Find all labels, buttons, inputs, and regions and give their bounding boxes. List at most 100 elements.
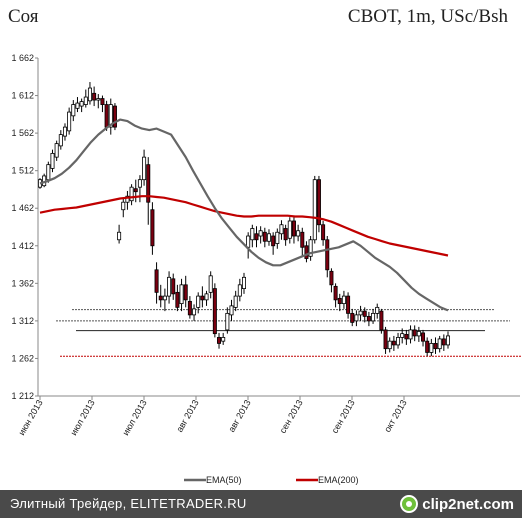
candle (283, 224, 288, 246)
candle (258, 226, 263, 244)
y-tick-label: 1 612 (11, 91, 34, 101)
candle (350, 308, 355, 327)
candle (379, 308, 384, 334)
candle-body (316, 179, 321, 226)
candle (183, 275, 188, 308)
candle-body (346, 295, 351, 314)
candle-body (162, 295, 167, 301)
candle-body (400, 333, 405, 338)
candle-body (71, 104, 76, 117)
candle-body (445, 335, 450, 346)
clip2net-logo[interactable]: clip2net.com (400, 493, 514, 515)
chart-axes (37, 58, 520, 397)
x-tick-label: авг 2013 (174, 398, 200, 434)
candle-body (283, 228, 288, 241)
candle-body (50, 152, 55, 169)
ema200-line (39, 195, 449, 257)
candle (333, 283, 338, 308)
candle (137, 175, 142, 203)
candle (308, 236, 313, 261)
candle (445, 331, 450, 349)
candle-body (312, 179, 317, 241)
candle (54, 140, 59, 161)
candle-body (333, 285, 338, 301)
candle-body (391, 340, 396, 346)
candle (433, 337, 438, 354)
candle-body (150, 209, 155, 247)
candle (321, 220, 326, 246)
candle-body (133, 188, 138, 193)
candle-body (117, 231, 122, 241)
candle-body (237, 284, 242, 297)
candle (42, 173, 47, 188)
candle (150, 202, 155, 255)
candle-body (96, 98, 101, 101)
candle-body (300, 231, 305, 248)
candle (396, 332, 401, 349)
candle-body (425, 340, 430, 353)
candle (142, 149, 147, 186)
candle (200, 286, 205, 308)
candle (71, 100, 76, 122)
candle-body (379, 310, 384, 331)
candle (108, 98, 113, 135)
candle-body (421, 332, 426, 342)
candle-body (46, 164, 51, 181)
candle (329, 268, 334, 293)
candle-body (341, 295, 346, 305)
candle (129, 184, 134, 206)
candle-body (167, 276, 172, 297)
candle-body (408, 329, 413, 340)
candle (387, 337, 392, 353)
x-tick-label: сен 2013 (278, 398, 305, 435)
candle (262, 227, 267, 248)
y-axis-ticks: 1 662 1 612 1 562 1 512 1 462 1 412 1 362 1 312… (11, 53, 38, 401)
x-axis-ticks: июн 2013 июл 2013 июл 2013 авг 2013 авг 2013… (16, 396, 409, 437)
candle (271, 232, 276, 255)
candle-body (208, 275, 213, 293)
candle-body (217, 337, 222, 344)
candle-body (112, 105, 117, 128)
candle-body (62, 126, 67, 137)
candle (229, 299, 234, 321)
candle (62, 123, 67, 141)
candle-body (304, 245, 309, 259)
clip2net-logo-icon (400, 495, 419, 513)
candle-body (83, 96, 88, 105)
y-tick-label: 1 512 (11, 166, 34, 176)
candle-body (225, 312, 230, 331)
clip2net-logo-text: clip2net.com (422, 495, 514, 513)
candle (275, 228, 280, 249)
candle (362, 307, 367, 323)
x-tick-label: июл 2013 (120, 398, 148, 437)
candle (425, 337, 430, 357)
candle (354, 310, 359, 327)
candle (250, 224, 255, 248)
x-tick-label: авг 2013 (226, 398, 252, 434)
candle (133, 179, 138, 203)
candle-body (154, 269, 159, 293)
candle-body (371, 312, 376, 322)
candle (87, 82, 92, 105)
candle-body (246, 235, 251, 248)
candle (67, 107, 72, 135)
candle-body (262, 231, 267, 242)
candle-body (250, 228, 255, 241)
candle-body (354, 314, 359, 322)
candle-body (325, 239, 330, 271)
candle (416, 326, 421, 342)
candle (179, 278, 184, 312)
candle (221, 332, 226, 345)
candle (75, 97, 80, 113)
candle-body (146, 164, 151, 203)
candle (204, 290, 209, 306)
candle (162, 288, 167, 312)
candle (400, 328, 405, 344)
candle (391, 335, 396, 351)
legend-label: EMA(200) (318, 475, 359, 485)
candle-body (58, 134, 63, 147)
candle (287, 217, 292, 244)
candle-body (266, 233, 271, 242)
candle-body (183, 284, 188, 301)
candle-body (79, 101, 84, 107)
